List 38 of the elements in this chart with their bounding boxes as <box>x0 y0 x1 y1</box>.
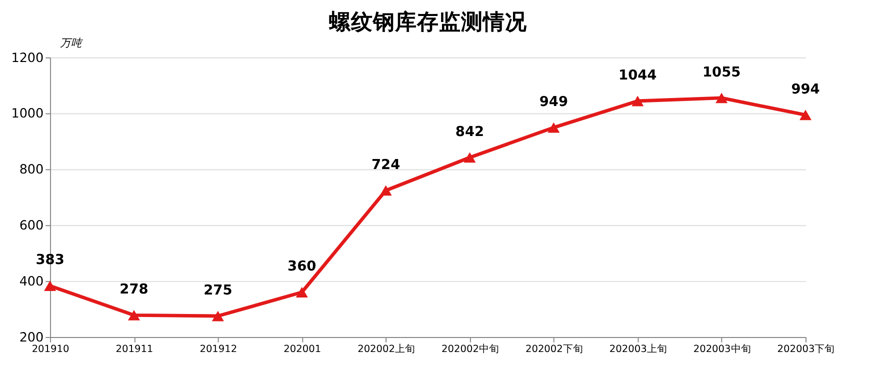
data-label: 360 <box>288 258 316 275</box>
point <box>548 122 560 133</box>
data-label: 275 <box>204 282 232 298</box>
x-tick-label: 202002中旬 <box>442 343 499 356</box>
x-tick-label: 202002上旬 <box>358 343 415 356</box>
y-tick-label: 1200 <box>11 50 44 66</box>
data-label: 1044 <box>618 67 657 84</box>
x-tick-label: 201912 <box>200 344 238 356</box>
data-label: 949 <box>539 94 568 110</box>
data-label: 278 <box>120 282 148 298</box>
point <box>296 287 308 298</box>
point <box>380 185 392 196</box>
y-tick-label: 400 <box>19 274 44 290</box>
x-tick-label: 201911 <box>116 344 154 356</box>
y-axis-title: 万吨 <box>60 36 84 50</box>
point <box>212 310 224 322</box>
data-label: 1055 <box>702 64 741 80</box>
data-label: 842 <box>455 124 484 140</box>
x-tick-label: 202003中旬 <box>693 343 751 356</box>
point <box>464 152 476 163</box>
x-tick-label: 202003下旬 <box>777 343 835 356</box>
y-tick-label: 200 <box>19 330 44 346</box>
chart-title: 螺纹钢库存监测情况 <box>328 8 528 35</box>
x-tick-label: 201910 <box>32 344 70 356</box>
data-label: 383 <box>36 252 64 268</box>
x-tick-label: 202002下旬 <box>525 343 583 356</box>
y-tick-label: 800 <box>19 162 44 178</box>
data-label: 994 <box>791 81 820 98</box>
y-tick-label: 1000 <box>11 106 44 122</box>
point <box>44 280 56 292</box>
data-label: 724 <box>371 156 400 173</box>
point <box>128 310 140 320</box>
point <box>716 92 728 104</box>
point <box>632 96 644 106</box>
y-tick-label: 600 <box>19 218 44 234</box>
point <box>800 110 812 120</box>
x-tick-label: 202001 <box>284 344 322 356</box>
x-tick-label: 202003上旬 <box>609 343 667 356</box>
